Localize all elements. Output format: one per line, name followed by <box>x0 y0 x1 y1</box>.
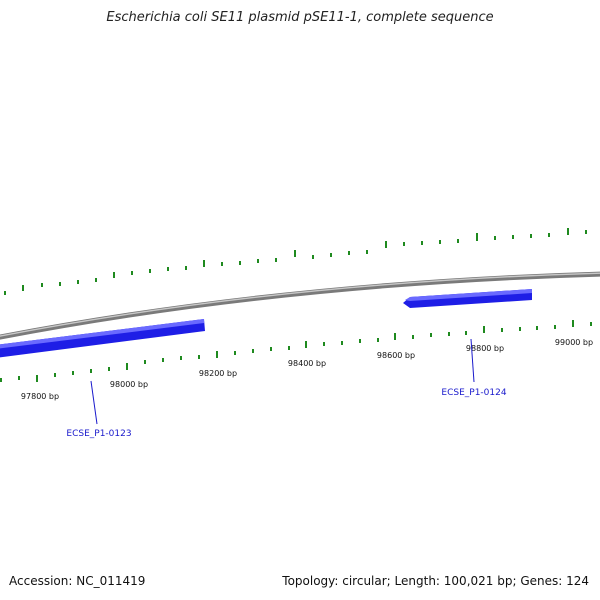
topology-summary: Topology: circular; Length: 100,021 bp; … <box>282 574 589 588</box>
plasmid-backbone <box>0 271 600 340</box>
gene-leader-line <box>90 380 98 425</box>
scale-label: 98600 bp <box>377 351 415 360</box>
outer-tick-track <box>4 228 587 295</box>
scale-label: 98000 bp <box>110 380 148 389</box>
gene-labels: ECSE_P1-0123 ECSE_P1-0124 <box>66 388 506 439</box>
scale-label: 99000 bp <box>555 338 593 347</box>
map-title: Escherichia coli SE11 plasmid pSE11-1, c… <box>106 10 494 25</box>
accession-label: Accession: NC_011419 <box>9 574 146 588</box>
gene-label[interactable]: ECSE_P1-0123 <box>66 429 131 439</box>
gene-leaders <box>90 338 475 425</box>
scale-label: 97800 bp <box>21 392 59 401</box>
gene-ecse-p1-0124[interactable] <box>403 289 532 308</box>
scale-labels: 97800 bp 98000 bp 98200 bp 98400 bp 9860… <box>21 338 593 401</box>
scale-label: 98800 bp <box>466 344 504 353</box>
scale-label: 98400 bp <box>288 359 326 368</box>
gene-ecse-p1-0123[interactable] <box>0 319 205 358</box>
gene-leader-line <box>470 338 475 383</box>
gene-arrow-highlight <box>0 319 204 349</box>
scale-tick-track <box>0 320 592 382</box>
gene-label[interactable]: ECSE_P1-0124 <box>441 388 506 398</box>
gene-arrow-highlight <box>405 289 532 301</box>
scale-label: 98200 bp <box>199 369 237 378</box>
